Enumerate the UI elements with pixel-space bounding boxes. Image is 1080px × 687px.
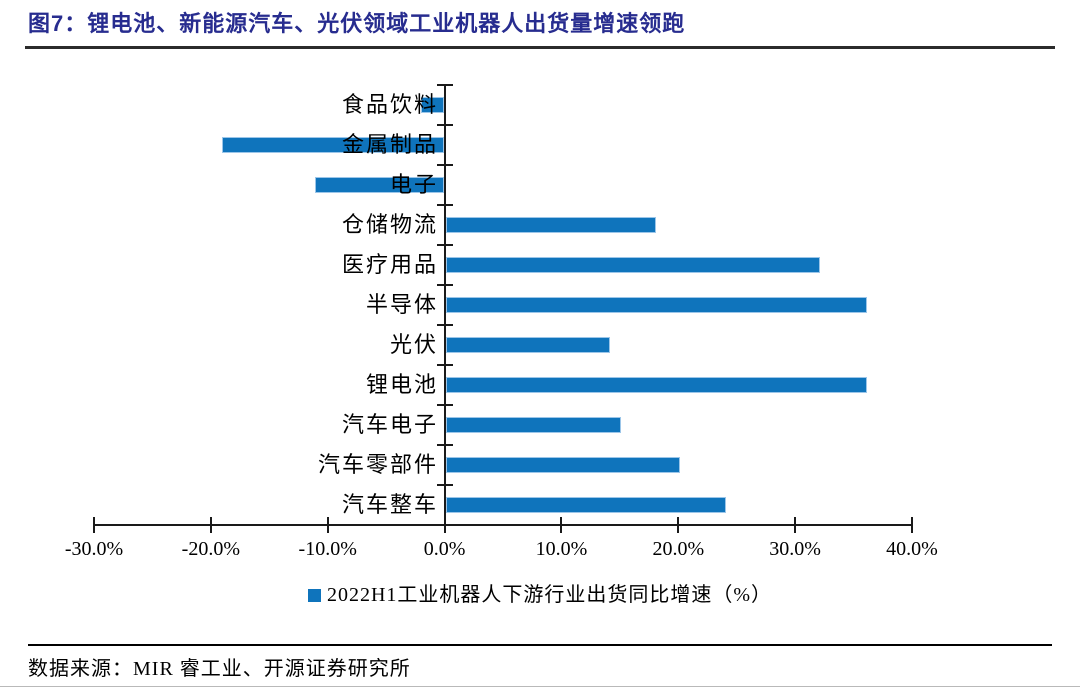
x-axis-tick <box>326 517 329 533</box>
figure-title: 图7：锂电池、新能源汽车、光伏领域工业机器人出货量增速领跑 <box>28 11 686 36</box>
bar-9 <box>446 417 622 433</box>
category-axis-tick <box>437 444 453 446</box>
x-axis-tick-label: 20.0% <box>652 538 705 560</box>
x-axis-tick-label: -20.0% <box>181 538 240 560</box>
category-label-10: 汽车零部件 <box>317 452 438 477</box>
category-label-9: 汽车电子 <box>341 412 438 437</box>
x-axis-tick-label: 40.0% <box>886 538 938 560</box>
title-divider <box>25 46 1055 49</box>
bar-7 <box>446 337 610 353</box>
zero-value-axis <box>444 85 446 525</box>
bar-3 <box>315 177 444 193</box>
chart-legend: 2022H1工业机器人下游行业出货同比增速（%） <box>0 583 1080 608</box>
category-label-4: 仓储物流 <box>341 212 438 237</box>
x-axis-tick <box>209 517 212 533</box>
category-axis-tick <box>437 84 453 86</box>
category-axis-tick <box>437 324 453 326</box>
x-axis-tick <box>794 517 797 533</box>
data-source-note: 数据来源：MIR 睿工业、开源证券研究所 <box>28 658 411 680</box>
x-axis-tick-label: 0.0% <box>423 538 466 560</box>
bar-11 <box>446 497 727 513</box>
category-axis-tick <box>437 244 453 246</box>
category-axis-tick <box>437 124 453 126</box>
bar-8 <box>446 377 867 393</box>
category-label-6: 半导体 <box>365 292 438 317</box>
category-axis-tick <box>437 404 453 406</box>
x-axis-tick-label: -10.0% <box>298 538 357 560</box>
x-axis <box>94 524 912 526</box>
legend-swatch-icon <box>307 589 321 602</box>
category-label-3: 电子 <box>389 172 438 197</box>
bar-5 <box>446 257 820 273</box>
category-label-8: 锂电池 <box>365 372 438 397</box>
category-axis-tick <box>437 164 453 166</box>
category-label-7: 光伏 <box>389 332 438 357</box>
x-axis-tick-label: -30.0% <box>64 538 124 560</box>
x-axis-tick <box>560 517 563 533</box>
category-label-1: 食品饮料 <box>341 92 438 117</box>
bar-10 <box>446 457 680 473</box>
category-axis-tick <box>437 284 453 286</box>
footer-divider <box>28 644 1052 646</box>
category-label-2: 金属制品 <box>341 132 438 157</box>
bar-1 <box>420 97 444 113</box>
bar-2 <box>221 137 444 153</box>
x-axis-tick <box>677 517 680 533</box>
category-label-11: 汽车整车 <box>341 492 438 517</box>
legend-label: 2022H1工业机器人下游行业出货同比增速（%） <box>326 584 773 606</box>
x-axis-tick-label: 30.0% <box>769 538 821 560</box>
category-axis-tick <box>437 364 453 366</box>
x-axis-tick-label: 10.0% <box>535 538 588 560</box>
category-label-5: 医疗用品 <box>341 252 438 277</box>
category-axis-tick <box>437 484 453 486</box>
category-axis-tick <box>437 204 453 206</box>
bar-6 <box>446 297 867 313</box>
category-axis-tick <box>437 524 453 526</box>
x-axis-tick <box>93 517 95 533</box>
x-axis-tick <box>911 517 913 533</box>
bar-4 <box>446 217 657 233</box>
